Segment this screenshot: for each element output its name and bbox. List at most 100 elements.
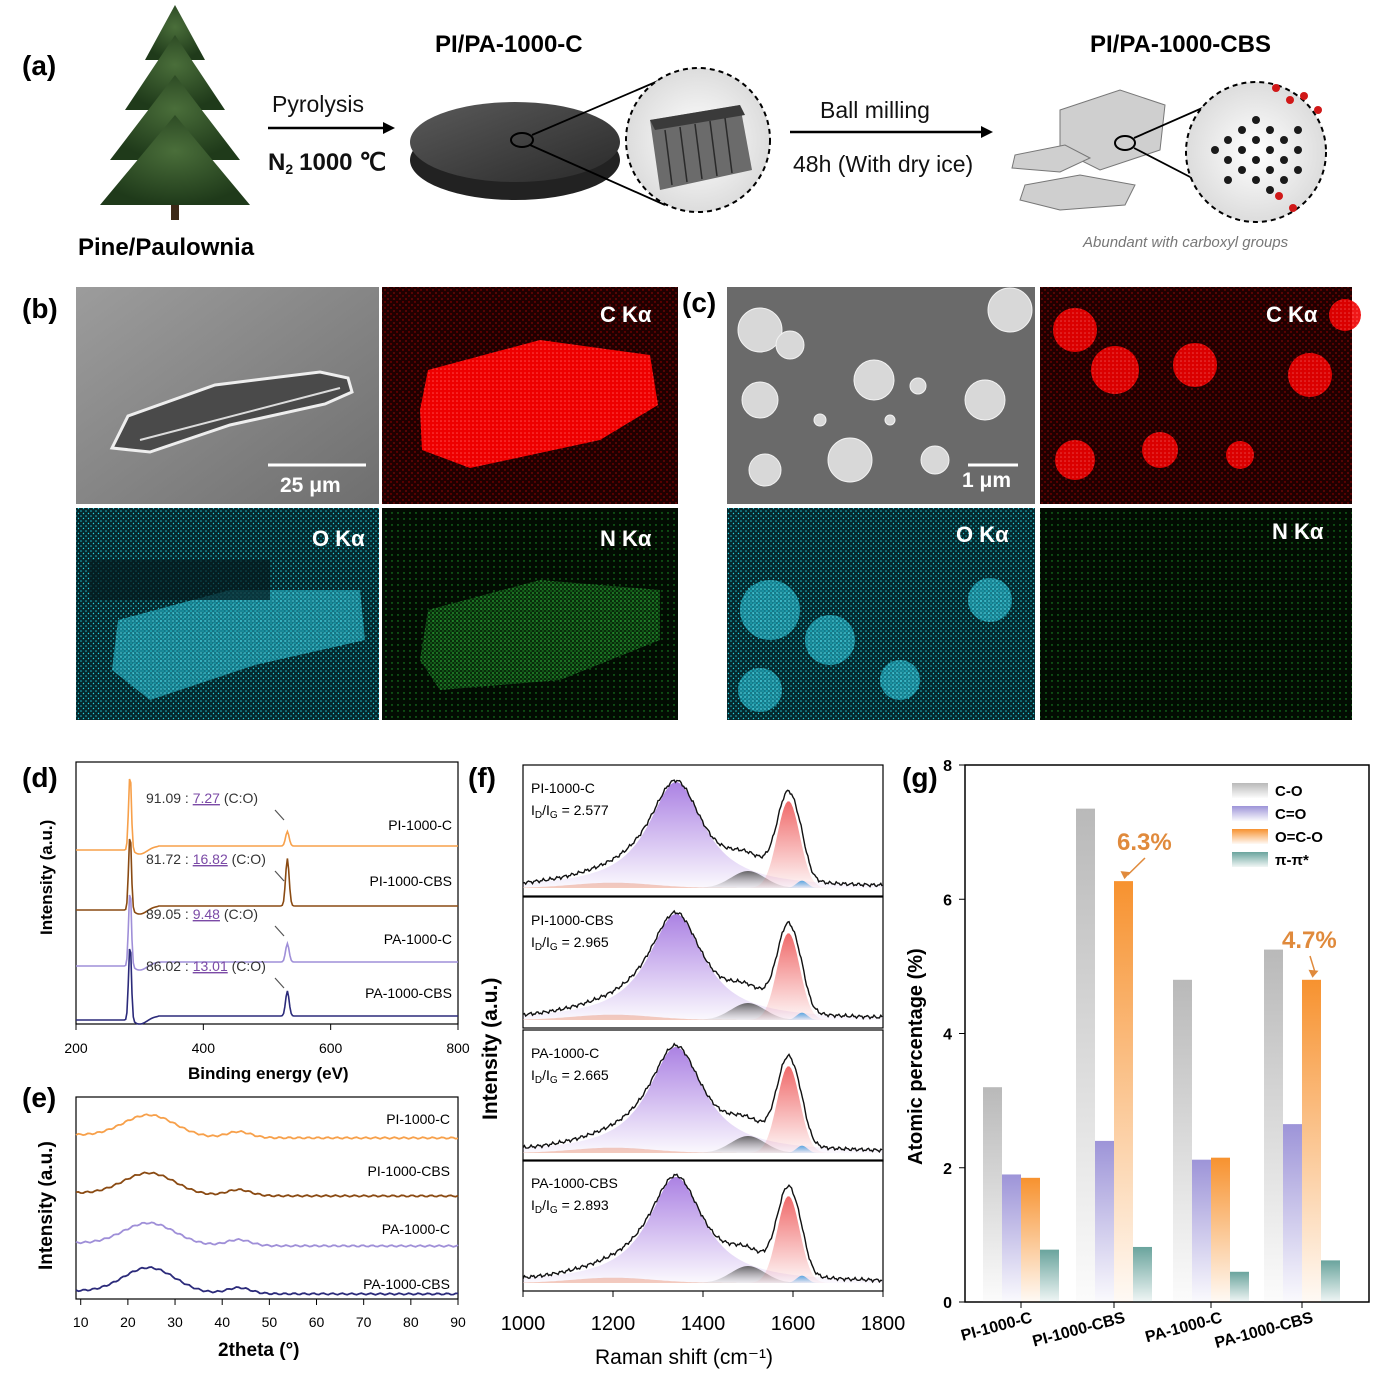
ytick-label-g: 0 xyxy=(943,1295,952,1312)
arrow-pyrolysis xyxy=(268,122,395,134)
D-band xyxy=(523,1047,883,1153)
xps-series-label: PA-1000-C xyxy=(384,931,452,947)
legend-label: C-O xyxy=(1275,783,1303,800)
o-map-c-label: O Kα xyxy=(956,522,1009,547)
xrd-line-PA-1000-CBS xyxy=(75,1266,458,1296)
xtick-label-e: 90 xyxy=(450,1314,466,1330)
D2-band xyxy=(523,1275,883,1283)
panel-f-label: (f) xyxy=(468,762,496,793)
panel-e-label: (e) xyxy=(22,1082,56,1113)
bar-C=O-PA-1000-C xyxy=(1192,1159,1211,1302)
panel-c: (c) 1 μm C Kα xyxy=(682,287,1361,720)
raman-frame xyxy=(522,1029,884,1162)
xps-line-PA-1000-CBS xyxy=(76,948,458,1025)
c-map-c: C Kα xyxy=(1040,287,1361,504)
yticks-g: 0 2 4 6 8 xyxy=(943,758,965,1312)
xps-arrow xyxy=(274,977,285,989)
panel-d: (d) Intensity (a.u.) Binding energy (eV)… xyxy=(22,761,470,1083)
panel-f: (f) Intensity (a.u.) Raman shift (cm⁻¹) … xyxy=(468,762,905,1369)
xtick-label-e: 30 xyxy=(167,1314,183,1330)
sem-image-c: 1 μm xyxy=(727,287,1035,504)
step1-top-label: Pyrolysis xyxy=(272,91,364,117)
panel-a-label: (a) xyxy=(22,50,56,81)
xrd-series-label: PI-1000-CBS xyxy=(368,1163,450,1179)
xps-arrow xyxy=(274,809,285,821)
annotation-arrowhead xyxy=(1120,871,1131,880)
tree-icon xyxy=(100,5,250,220)
ylabel-e: Intensity (a.u.) xyxy=(36,1141,57,1270)
n-map-b-label: N Kα xyxy=(600,526,652,551)
raman-subplot-PA-1000-C: PA-1000-C ID/IG = 2.665 xyxy=(522,1029,884,1162)
xlabel-d: Binding energy (eV) xyxy=(188,1064,349,1083)
ytick-label-g: 4 xyxy=(943,1027,952,1044)
panel-e: (e) Intensity (a.u.) 2theta (°) 10 20 30 40… xyxy=(22,1082,466,1361)
n-map-b: N Kα xyxy=(382,508,678,720)
ylabel-d: Intensity (a.u.) xyxy=(37,820,56,935)
xtick-label-e: 20 xyxy=(120,1314,136,1330)
bar-π-π*-PI-1000-C xyxy=(1040,1249,1059,1302)
xrd-series-label: PA-1000-C xyxy=(382,1221,450,1237)
D-band xyxy=(523,1177,883,1283)
D2-band xyxy=(523,880,883,888)
legend-g: C-O C=O O=C-O π-π* xyxy=(1232,783,1323,869)
panel-d-label: (d) xyxy=(22,762,58,793)
raman-sample-label: PA-1000-C xyxy=(531,1045,599,1061)
D2-band xyxy=(523,1012,883,1020)
bar-O=C-O-PI-1000-CBS xyxy=(1114,881,1133,1302)
raman-frame xyxy=(522,764,884,897)
xps-arrow xyxy=(274,870,285,882)
xtick-label-f: 1600 xyxy=(771,1313,816,1335)
tree-label: Pine/Paulownia xyxy=(78,234,255,261)
bar-C=O-PI-1000-C xyxy=(1002,1174,1021,1302)
xtick-label-f: 1400 xyxy=(681,1313,726,1335)
D2-band xyxy=(523,1145,883,1153)
xticks-d: 200 400 600 800 xyxy=(64,1024,470,1056)
xrd-line-PA-1000-C xyxy=(75,1221,459,1248)
bar-O=C-O-PA-1000-C xyxy=(1211,1157,1230,1302)
step2-bottom-label: 48h (With dry ice) xyxy=(793,151,973,177)
D-band xyxy=(523,914,883,1020)
raman-spectrum xyxy=(522,779,883,888)
annotation-label: 4.7% xyxy=(1282,927,1337,954)
series-e: PI-1000-C PI-1000-CBS PA-1000-C PA-1000-CBS xyxy=(75,1111,459,1296)
raman-ratio-label: ID/IG = 2.893 xyxy=(531,1197,609,1216)
xps-ratio-label: 91.09 : 7.27 (C:O) xyxy=(146,790,258,806)
sem-image-b: 25 μm xyxy=(76,287,379,504)
xtick-label-e: 50 xyxy=(262,1314,278,1330)
product1-title: PI/PA-1000-C xyxy=(435,31,583,58)
bar-O=C-O-PA-1000-CBS xyxy=(1302,979,1321,1302)
legend-label: C=O xyxy=(1275,806,1307,823)
xtick-label-e: 60 xyxy=(309,1314,325,1330)
carboxyl-zoom-icon xyxy=(1114,81,1327,223)
xps-arrow xyxy=(274,925,285,937)
n-map-c: N Kα xyxy=(1040,508,1352,720)
raman-ratio-label: ID/IG = 2.965 xyxy=(531,934,609,953)
raman-subplot-PI-1000-CBS: PI-1000-CBS ID/IG = 2.965 xyxy=(522,896,884,1029)
legend-swatch xyxy=(1232,852,1268,867)
product2-title: PI/PA-1000-CBS xyxy=(1090,31,1271,58)
panel-g-label: (g) xyxy=(902,762,938,793)
panel-c-label: (c) xyxy=(682,287,716,318)
xps-line-PA-1000-C xyxy=(76,894,458,971)
G-band xyxy=(523,933,883,1020)
ytick-label-g: 6 xyxy=(943,892,952,909)
G-band xyxy=(523,1066,883,1153)
xticks-f: 1000 1200 1400 1600 1800 xyxy=(501,1291,906,1335)
ytick-label-g: 8 xyxy=(943,758,952,775)
bars-g xyxy=(983,808,1340,1308)
series-d: PI-1000-C 91.09 : 7.27 (C:O) PI-1000-CBS 81… xyxy=(76,778,458,1025)
xtick-label-f: 1200 xyxy=(591,1313,636,1335)
legend-label: O=C-O xyxy=(1275,829,1323,846)
xlabel-f: Raman shift (cm⁻¹) xyxy=(595,1346,773,1369)
bar-C-O-PI-1000-CBS xyxy=(1076,808,1095,1302)
scale-bar-b-label: 25 μm xyxy=(280,474,341,497)
xtick-label-f: 1800 xyxy=(861,1313,906,1335)
xtick-label-e: 70 xyxy=(356,1314,372,1330)
panel-b: (b) 25 μm C Kα O Kα N Kα xyxy=(22,287,678,720)
xps-ratio-label: 81.72 : 16.82 (C:O) xyxy=(146,851,266,867)
c-map-b: C Kα xyxy=(382,287,678,504)
xps-ratio-label: 86.02 : 13.01 (C:O) xyxy=(146,958,266,974)
step2-top-label: Ball milling xyxy=(820,97,930,123)
G-band xyxy=(523,1196,883,1283)
